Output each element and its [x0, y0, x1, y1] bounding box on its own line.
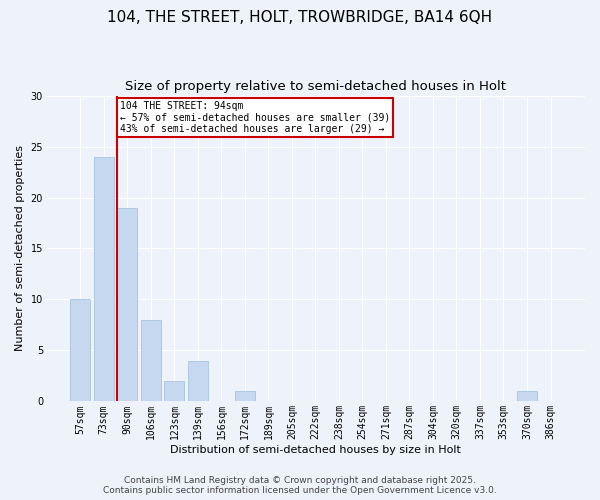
Bar: [164, 381, 184, 402]
Bar: [70, 300, 91, 402]
Text: 104, THE STREET, HOLT, TROWBRIDGE, BA14 6QH: 104, THE STREET, HOLT, TROWBRIDGE, BA14 …: [107, 10, 493, 25]
Bar: [235, 391, 255, 402]
Bar: [141, 320, 161, 402]
Bar: [517, 391, 537, 402]
Bar: [188, 360, 208, 402]
Text: Contains HM Land Registry data © Crown copyright and database right 2025.
Contai: Contains HM Land Registry data © Crown c…: [103, 476, 497, 495]
Bar: [94, 156, 114, 402]
Y-axis label: Number of semi-detached properties: Number of semi-detached properties: [15, 146, 25, 352]
Bar: [118, 208, 137, 402]
X-axis label: Distribution of semi-detached houses by size in Holt: Distribution of semi-detached houses by …: [170, 445, 461, 455]
Text: 104 THE STREET: 94sqm
← 57% of semi-detached houses are smaller (39)
43% of semi: 104 THE STREET: 94sqm ← 57% of semi-deta…: [120, 100, 391, 134]
Title: Size of property relative to semi-detached houses in Holt: Size of property relative to semi-detach…: [125, 80, 506, 93]
